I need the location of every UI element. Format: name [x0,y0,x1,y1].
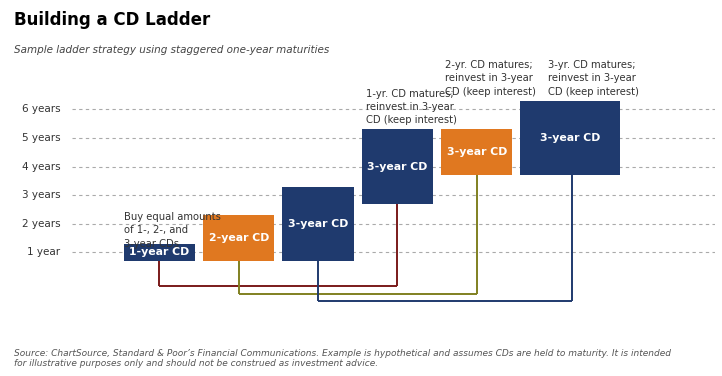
Text: Building a CD Ladder: Building a CD Ladder [14,11,211,29]
Text: Source: ChartSource, Standard & Poor’s Financial Communications. Example is hypo: Source: ChartSource, Standard & Poor’s F… [14,349,671,368]
Bar [362,129,433,204]
Bar [282,186,354,261]
Bar [441,129,513,175]
Text: 3 years: 3 years [22,190,61,200]
Bar [123,244,195,261]
Text: 3-year CD: 3-year CD [288,218,348,229]
Text: 3-year CD: 3-year CD [447,147,507,157]
Text: 2 years: 2 years [22,218,61,229]
Bar [203,215,274,261]
Text: 4 years: 4 years [22,162,61,171]
Text: 6 years: 6 years [22,105,61,114]
Text: 2-year CD: 2-year CD [209,233,269,243]
Bar [521,101,619,175]
Text: 3-year CD: 3-year CD [540,133,600,143]
Text: 3-yr. CD matures;
reinvest in 3-year
CD (keep interest): 3-yr. CD matures; reinvest in 3-year CD … [548,60,639,97]
Text: Buy equal amounts
of 1-, 2-, and
3-year CDs: Buy equal amounts of 1-, 2-, and 3-year … [123,212,221,249]
Text: 1-yr. CD matures;
reinvest in 3-year
CD (keep interest): 1-yr. CD matures; reinvest in 3-year CD … [366,89,456,125]
Text: 5 years: 5 years [22,133,61,143]
Text: 3-year CD: 3-year CD [367,162,427,171]
Text: 2-yr. CD matures;
reinvest in 3-year
CD (keep interest): 2-yr. CD matures; reinvest in 3-year CD … [445,60,536,97]
Text: 1-year CD: 1-year CD [129,247,190,257]
Text: 1 year: 1 year [27,247,61,257]
Text: Sample ladder strategy using staggered one-year maturities: Sample ladder strategy using staggered o… [14,45,330,55]
